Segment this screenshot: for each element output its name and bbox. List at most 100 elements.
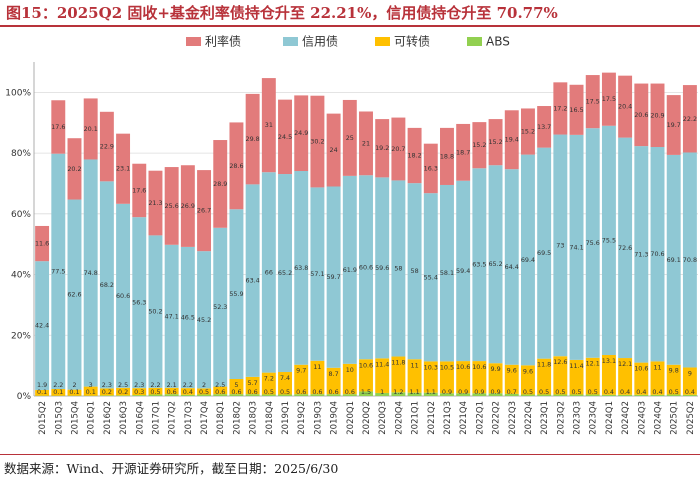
data-label-convertible: 11.4 [375,360,389,368]
data-label-convertible: 13.1 [602,357,616,365]
data-label-rate: 23.1 [116,165,130,173]
data-label-credit: 50.2 [148,308,162,316]
data-label-abs: 0.5 [150,388,160,396]
data-label-credit: 63.8 [294,264,308,272]
data-label-convertible: 7.4 [280,374,290,382]
bar-ABS-2016Q2 [99,395,114,396]
bar-ABS-2020Q3 [375,392,390,396]
bar-信用债-2020Q2 [359,175,373,360]
x-tick-label: 2025Q1 [670,401,680,435]
bar-利率债-2020Q2 [359,111,373,176]
bar-信用债-2019Q2 [294,171,309,365]
bar-ABS-2020Q1 [342,394,357,396]
bar-信用债-2015Q3 [51,153,66,390]
data-label-credit: 60.6 [116,292,130,300]
bar-利率债-2017Q3 [180,165,195,247]
data-label-rate: 13.7 [537,123,551,131]
bar-ABS-2023Q2 [553,394,568,396]
data-label-credit: 63.5 [472,261,486,269]
bar-ABS-2017Q4 [197,394,212,396]
data-label-convertible: 3 [89,381,93,389]
data-label-credit: 55.4 [424,273,438,281]
x-tick-label: 2021Q3 [443,401,453,435]
x-tick-label: 2024Q4 [654,401,664,435]
data-label-credit: 58 [394,264,402,272]
bar-利率债-2018Q1 [213,140,228,228]
bar-利率债-2016Q2 [99,111,114,182]
bar-ABS-2023Q4 [585,394,600,396]
data-label-rate: 17.5 [602,95,616,103]
bar-利率债-2022Q3 [504,110,519,170]
x-tick-label: 2023Q4 [589,401,599,435]
data-label-convertible: 9.8 [669,367,679,375]
x-tick-label: 2022Q2 [492,401,502,435]
data-label-convertible: 11.4 [569,362,583,370]
data-label-credit: 64.4 [505,263,519,271]
x-tick-label: 2017Q3 [184,401,194,435]
bar-信用债-2018Q2 [229,209,244,379]
bar-可转债-2021Q2 [423,361,438,393]
bar-信用债-2023Q2 [553,134,568,357]
data-label-credit: 45.2 [197,316,211,324]
data-label-convertible: 11.8 [537,361,551,369]
x-tick-label: 2024Q1 [605,401,615,435]
data-label-rate: 19.2 [375,144,389,152]
data-label-rate: 31 [265,121,273,129]
data-label-rate: 28.9 [213,180,227,188]
bar-可转债-2023Q1 [537,358,552,395]
data-label-rate: 20.4 [618,103,632,111]
bar-ABS-2024Q4 [650,394,665,396]
bar-ABS-2017Q1 [148,394,163,396]
data-label-convertible: 10.6 [359,361,373,369]
data-label-rate: 17.5 [586,98,600,106]
legend-label-1: 信用债 [302,35,338,49]
bar-利率债-2015Q3 [51,100,66,154]
bar-ABS-2021Q3 [440,393,454,396]
data-label-rate: 16.3 [424,164,438,172]
bar-利率债-2023Q3 [569,84,584,135]
x-tick-label: 2020Q2 [362,401,372,435]
bar-信用债-2018Q4 [261,172,276,373]
data-label-credit: 59.6 [375,264,389,272]
bar-可转债-2017Q3 [180,388,195,395]
data-label-abs: 0.1 [37,388,47,396]
bar-ABS-2019Q3 [310,394,325,396]
bar-利率债-2019Q3 [310,95,325,188]
bar-利率债-2017Q4 [197,170,212,252]
data-label-rate: 19.7 [667,121,681,129]
data-label-credit: 73 [556,241,564,249]
bar-可转债-2021Q4 [456,361,471,394]
bar-信用债-2016Q2 [99,181,114,389]
data-label-abs: 0.5 [571,388,581,396]
data-label-rate: 15.2 [488,138,502,146]
data-label-credit: 60.6 [359,263,373,271]
data-label-abs: 0.6 [231,388,241,396]
data-label-convertible: 11 [313,363,321,371]
data-label-rate: 17.6 [51,123,65,131]
bar-ABS-2019Q1 [278,394,292,396]
data-label-convertible: 2.3 [134,381,144,389]
data-label-convertible: 2.5 [215,381,225,389]
data-label-rate: 18.8 [440,152,454,160]
data-label-credit: 75.6 [586,239,600,247]
bar-利率债-2023Q1 [537,106,552,148]
legend-label-2: 可转债 [394,34,430,49]
bar-信用债-2015Q4 [67,199,82,390]
data-label-credit: 57.1 [310,270,324,278]
data-label-abs: 0.2 [102,388,112,396]
data-label-abs: 0.5 [264,388,274,396]
title-divider [0,25,700,27]
data-label-rate: 20.9 [650,111,664,119]
bar-利率债-2024Q1 [601,72,616,126]
data-label-abs: 1.1 [426,388,436,396]
data-label-convertible: 10.3 [424,363,438,371]
bar-信用债-2021Q1 [407,183,422,360]
data-label-rate: 26.9 [181,202,195,210]
bar-可转债-2017Q4 [197,388,212,395]
data-label-credit: 47.1 [165,312,179,320]
data-label-credit: 74.8 [84,269,98,277]
data-label-convertible: 9.7 [296,367,306,375]
x-tick-label: 2018Q4 [265,401,275,435]
legend-swatch-2 [375,37,390,46]
bar-可转债-2022Q1 [472,361,487,394]
